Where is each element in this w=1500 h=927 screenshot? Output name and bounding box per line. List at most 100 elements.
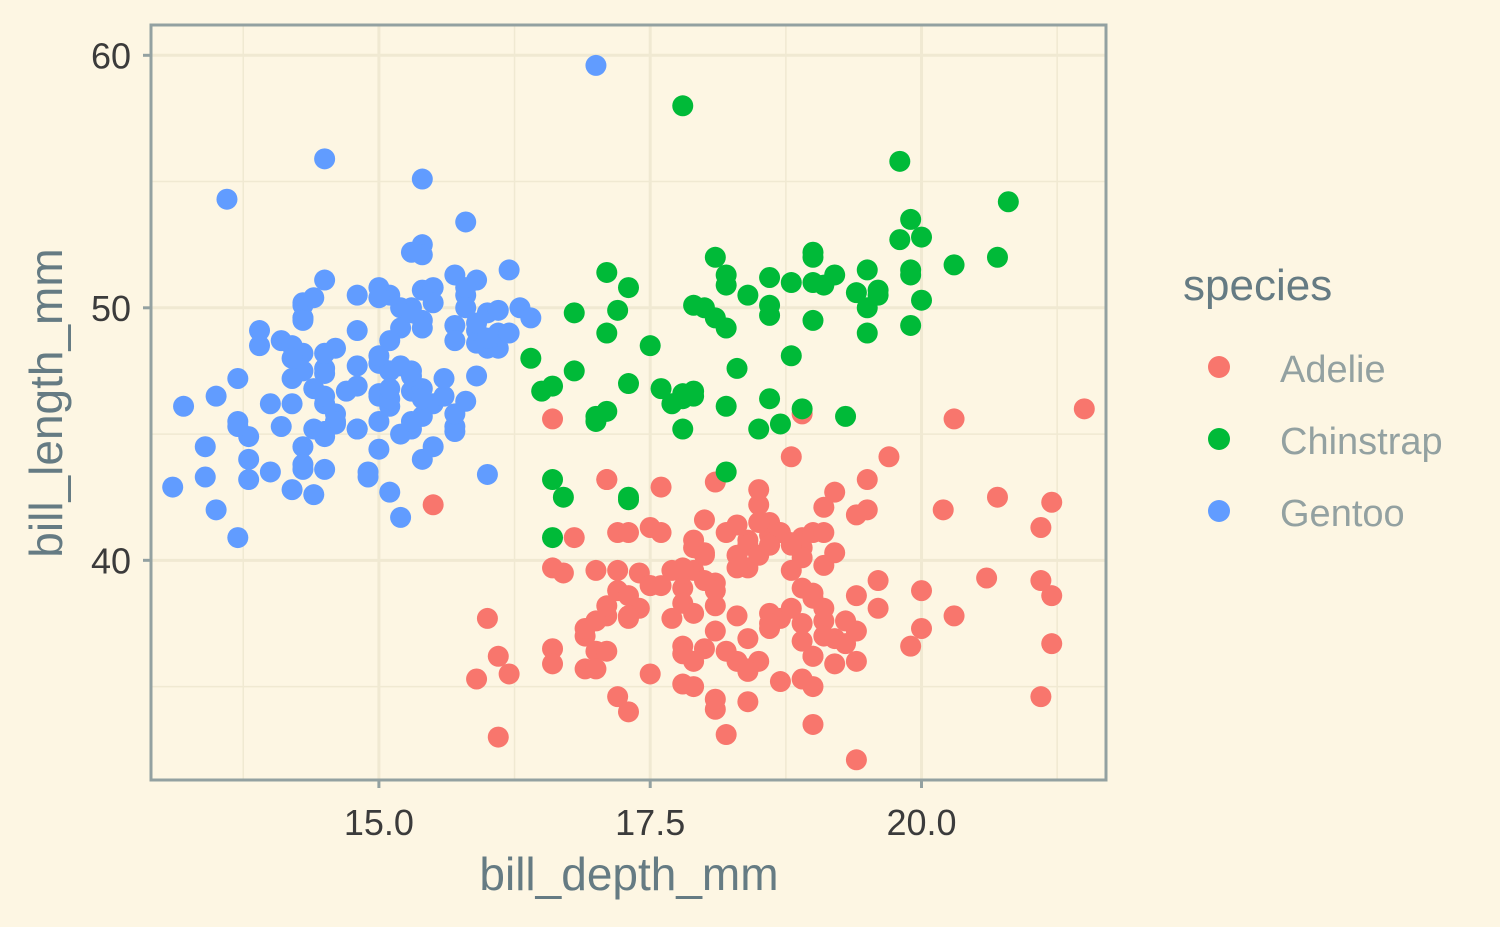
point-adelie bbox=[683, 529, 705, 551]
point-gentoo bbox=[281, 368, 303, 390]
point-adelie bbox=[466, 668, 488, 690]
point-chinstrap bbox=[618, 486, 639, 508]
point-adelie bbox=[650, 476, 672, 498]
point-adelie bbox=[911, 580, 933, 602]
point-adelie bbox=[986, 486, 1008, 508]
point-adelie bbox=[845, 620, 867, 642]
point-adelie bbox=[693, 509, 715, 531]
y-axis-ticks: 40 50 60 bbox=[91, 35, 151, 581]
point-gentoo bbox=[400, 302, 422, 324]
x-axis-title: bill_depth_mm bbox=[479, 848, 778, 900]
point-gentoo bbox=[281, 479, 303, 501]
point-chinstrap bbox=[759, 294, 781, 316]
point-adelie bbox=[748, 494, 770, 516]
point-gentoo bbox=[281, 393, 303, 415]
legend-label-chinstrap: Chinstrap bbox=[1280, 421, 1443, 463]
point-chinstrap bbox=[726, 357, 748, 379]
point-adelie bbox=[759, 612, 781, 634]
point-chinstrap bbox=[552, 486, 574, 508]
point-adelie bbox=[650, 575, 672, 597]
point-chinstrap bbox=[748, 418, 770, 440]
point-gentoo bbox=[400, 241, 422, 263]
point-gentoo bbox=[487, 299, 509, 321]
point-chinstrap bbox=[759, 267, 781, 289]
point-chinstrap bbox=[563, 302, 585, 324]
point-chinstrap bbox=[791, 398, 813, 420]
point-chinstrap bbox=[704, 307, 726, 329]
point-adelie bbox=[802, 713, 824, 735]
point-adelie bbox=[737, 628, 759, 650]
point-gentoo bbox=[379, 378, 401, 400]
point-gentoo bbox=[466, 365, 488, 387]
point-adelie bbox=[780, 446, 802, 468]
legend-key-gentoo bbox=[1208, 500, 1230, 522]
point-adelie bbox=[726, 605, 748, 627]
point-chinstrap bbox=[867, 279, 889, 301]
point-adelie bbox=[769, 671, 791, 693]
point-chinstrap bbox=[715, 461, 737, 483]
point-gentoo bbox=[346, 418, 368, 440]
point-chinstrap bbox=[531, 380, 553, 402]
point-adelie bbox=[639, 516, 661, 538]
point-chinstrap bbox=[802, 241, 824, 263]
point-adelie bbox=[542, 557, 564, 579]
point-gentoo bbox=[227, 415, 249, 437]
point-adelie bbox=[585, 658, 607, 680]
point-chinstrap bbox=[563, 360, 585, 382]
point-gentoo bbox=[444, 403, 466, 425]
point-gentoo bbox=[346, 355, 368, 377]
point-chinstrap bbox=[618, 277, 639, 299]
point-chinstrap bbox=[520, 347, 542, 369]
point-gentoo bbox=[357, 466, 379, 488]
point-gentoo bbox=[411, 168, 433, 190]
point-adelie bbox=[813, 496, 835, 518]
x-tick-label: 15.0 bbox=[344, 802, 414, 843]
point-chinstrap bbox=[900, 314, 922, 336]
plot-background bbox=[151, 25, 1106, 780]
point-gentoo bbox=[173, 395, 195, 417]
point-gentoo bbox=[498, 259, 520, 281]
point-adelie bbox=[824, 542, 846, 564]
point-adelie bbox=[672, 643, 694, 665]
point-gentoo bbox=[498, 322, 520, 344]
point-adelie bbox=[748, 511, 770, 533]
point-gentoo bbox=[259, 393, 281, 415]
point-adelie bbox=[802, 645, 824, 667]
point-chinstrap bbox=[780, 272, 802, 294]
point-adelie bbox=[759, 534, 781, 556]
point-adelie bbox=[542, 638, 564, 660]
point-gentoo bbox=[390, 355, 412, 377]
point-adelie bbox=[704, 688, 726, 710]
point-adelie bbox=[596, 595, 618, 617]
plot-panel-border bbox=[149, 23, 1108, 782]
point-chinstrap bbox=[683, 294, 705, 316]
point-adelie bbox=[943, 408, 965, 430]
point-gentoo bbox=[368, 438, 390, 460]
point-gentoo bbox=[292, 453, 314, 475]
point-chinstrap bbox=[856, 322, 878, 344]
point-gentoo bbox=[411, 388, 433, 410]
point-adelie bbox=[1030, 686, 1052, 708]
point-adelie bbox=[487, 645, 509, 667]
point-gentoo bbox=[379, 330, 401, 352]
point-chinstrap bbox=[889, 229, 911, 251]
point-chinstrap bbox=[802, 309, 824, 331]
point-gentoo bbox=[205, 499, 227, 521]
point-chinstrap bbox=[835, 405, 857, 427]
point-adelie bbox=[748, 479, 770, 501]
point-adelie bbox=[878, 446, 900, 468]
point-adelie bbox=[693, 570, 715, 592]
point-adelie bbox=[943, 605, 965, 627]
point-chinstrap bbox=[542, 469, 564, 491]
point-adelie bbox=[1030, 516, 1052, 538]
point-gentoo bbox=[433, 368, 455, 390]
point-adelie bbox=[704, 620, 726, 642]
point-chinstrap bbox=[596, 261, 618, 283]
point-gentoo bbox=[249, 335, 271, 357]
point-gentoo bbox=[292, 309, 314, 331]
point-adelie bbox=[542, 653, 564, 675]
y-axis-title: bill_length_mm bbox=[20, 248, 72, 557]
minor-gridlines bbox=[151, 25, 1106, 780]
point-adelie bbox=[476, 607, 498, 629]
